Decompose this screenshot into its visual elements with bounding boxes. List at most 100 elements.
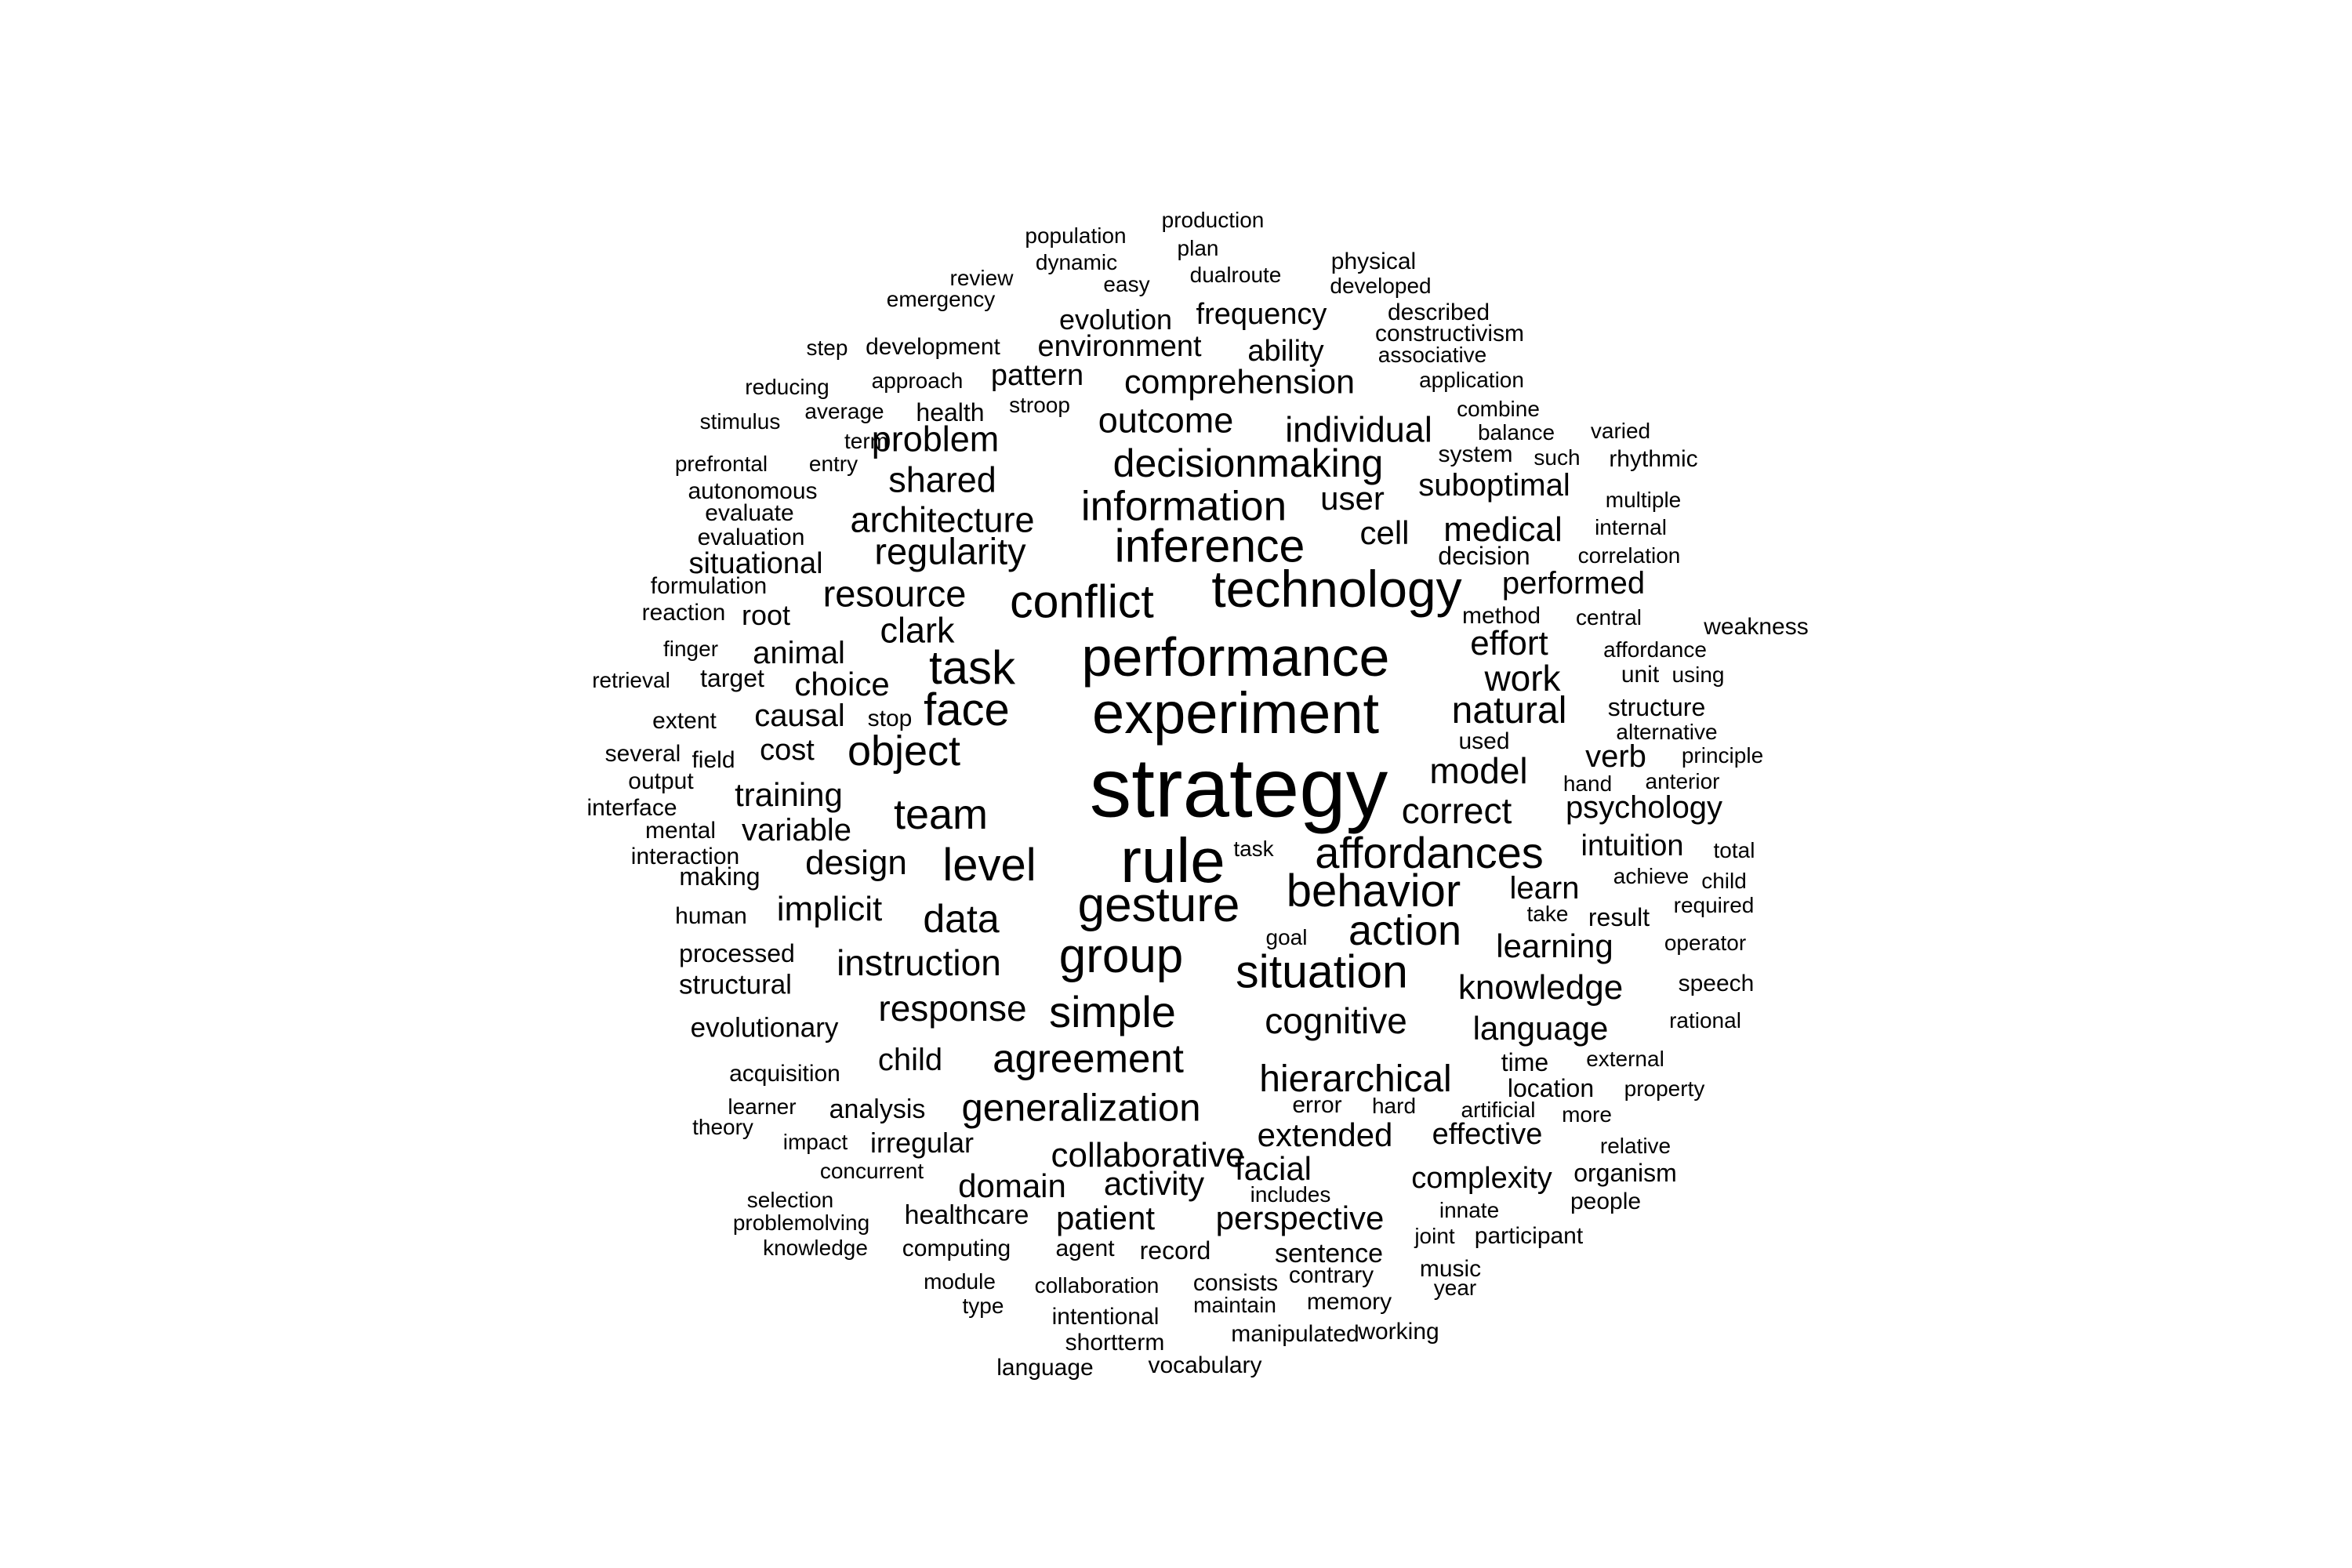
cloud-word: stop <box>867 706 913 731</box>
cloud-word: selection <box>746 1188 834 1212</box>
cloud-word: memory <box>1306 1289 1392 1315</box>
cloud-word: multiple <box>1605 488 1682 512</box>
cloud-word: child <box>1701 869 1747 893</box>
cloud-word: irregular <box>869 1127 975 1159</box>
cloud-word: inference <box>1114 520 1305 572</box>
cloud-word: combine <box>1457 397 1540 421</box>
cloud-word: system <box>1438 441 1513 467</box>
cloud-word: output <box>628 768 694 794</box>
cloud-word: target <box>700 664 764 692</box>
cloud-word: variable <box>741 813 852 848</box>
cloud-word: organism <box>1573 1159 1677 1187</box>
cloud-word: relative <box>1599 1134 1671 1158</box>
cloud-word: resource <box>822 572 967 615</box>
cloud-word: human <box>675 903 747 929</box>
cloud-word: entry <box>808 452 858 476</box>
cloud-word: consists <box>1192 1270 1279 1296</box>
cloud-word: knowledge <box>763 1236 868 1260</box>
cloud-word: take <box>1526 902 1569 926</box>
cloud-word: medical <box>1443 510 1563 549</box>
cloud-word: patient <box>1055 1200 1156 1236</box>
cloud-word: activity <box>1103 1165 1205 1202</box>
cloud-word: evaluate <box>705 500 794 526</box>
cloud-word: effective <box>1432 1118 1543 1151</box>
cloud-word: making <box>679 862 760 891</box>
cloud-word: rational <box>1669 1008 1741 1033</box>
cloud-word: correct <box>1401 790 1512 831</box>
cloud-word: population <box>1025 223 1127 248</box>
cloud-word: correlation <box>1577 543 1681 568</box>
cloud-word: hierarchical <box>1259 1058 1452 1100</box>
cloud-word: performance <box>1081 626 1390 688</box>
cloud-word: choice <box>794 666 890 702</box>
cloud-word: central <box>1575 605 1642 630</box>
cloud-word: using <box>1671 662 1725 687</box>
cloud-word: approach <box>871 368 964 393</box>
cloud-word: joint <box>1414 1224 1455 1248</box>
cloud-word: weakness <box>1704 614 1809 640</box>
cloud-word: emergency <box>886 287 996 311</box>
cloud-word: gesture <box>1077 878 1240 932</box>
cloud-word: work <box>1484 658 1561 699</box>
cloud-word: plan <box>1177 236 1219 260</box>
cloud-word: extent <box>652 708 717 734</box>
cloud-word: goal <box>1265 925 1308 949</box>
cloud-word: evolutionary <box>690 1012 839 1044</box>
cloud-word: time <box>1501 1048 1549 1076</box>
cloud-word: architecture <box>850 499 1035 540</box>
cloud-word: animal <box>753 636 845 670</box>
cloud-word: action <box>1348 907 1462 954</box>
cloud-word: team <box>893 791 989 838</box>
cloud-word: cost <box>760 734 815 767</box>
cloud-word: training <box>735 776 843 813</box>
cloud-word: rhythmic <box>1609 446 1698 472</box>
cloud-word: model <box>1429 750 1528 791</box>
cloud-word: achieve <box>1613 864 1690 888</box>
cloud-word: production <box>1161 208 1265 232</box>
cloud-word: evaluation <box>697 524 805 550</box>
cloud-word: verb <box>1585 739 1646 774</box>
cloud-word: autonomous <box>688 478 818 504</box>
cloud-word: hard <box>1371 1094 1417 1118</box>
cloud-word: development <box>866 334 1000 360</box>
cloud-word: contrary <box>1288 1262 1374 1288</box>
cloud-word: environment <box>1037 330 1202 363</box>
cloud-word: cell <box>1359 514 1410 551</box>
cloud-word: application <box>1419 368 1524 392</box>
cloud-word: stroop <box>1009 393 1070 417</box>
cloud-word: several <box>604 741 681 767</box>
cloud-word: structure <box>1607 693 1706 721</box>
cloud-word: participant <box>1474 1223 1584 1249</box>
cloud-word: theory <box>692 1115 753 1139</box>
cloud-word: performed <box>1501 566 1646 601</box>
cloud-word: vocabulary <box>1148 1352 1262 1378</box>
cloud-word: facial <box>1234 1150 1312 1187</box>
cloud-word: innate <box>1439 1198 1500 1222</box>
cloud-word: sentence <box>1275 1239 1383 1269</box>
cloud-word: review <box>949 266 1014 290</box>
cloud-word: location <box>1507 1074 1595 1102</box>
cloud-word: unit <box>1621 662 1660 688</box>
cloud-word: healthcare <box>904 1200 1029 1230</box>
cloud-word: object <box>847 728 961 775</box>
cloud-word: group <box>1058 929 1184 983</box>
cloud-word: complexity <box>1411 1162 1552 1195</box>
cloud-word: task <box>928 641 1016 694</box>
cloud-word: includes <box>1250 1182 1331 1207</box>
cloud-word: prefrontal <box>674 452 768 476</box>
cloud-word: processed <box>679 939 795 967</box>
cloud-word: psychology <box>1565 790 1723 825</box>
cloud-word: internal <box>1595 515 1667 539</box>
cloud-word: impact <box>782 1130 848 1154</box>
cloud-word: finger <box>662 637 719 661</box>
cloud-word: health <box>916 398 985 426</box>
cloud-word: collaborative <box>1051 1136 1245 1174</box>
cloud-word: developed <box>1330 274 1432 298</box>
cloud-word: behavior <box>1286 866 1461 916</box>
cloud-word: speech <box>1678 971 1755 996</box>
cloud-word: total <box>1713 838 1755 862</box>
cloud-word: root <box>741 599 791 631</box>
cloud-word: constructivism <box>1374 321 1525 347</box>
cloud-word: alternative <box>1616 720 1718 744</box>
cloud-word: user <box>1320 480 1385 517</box>
